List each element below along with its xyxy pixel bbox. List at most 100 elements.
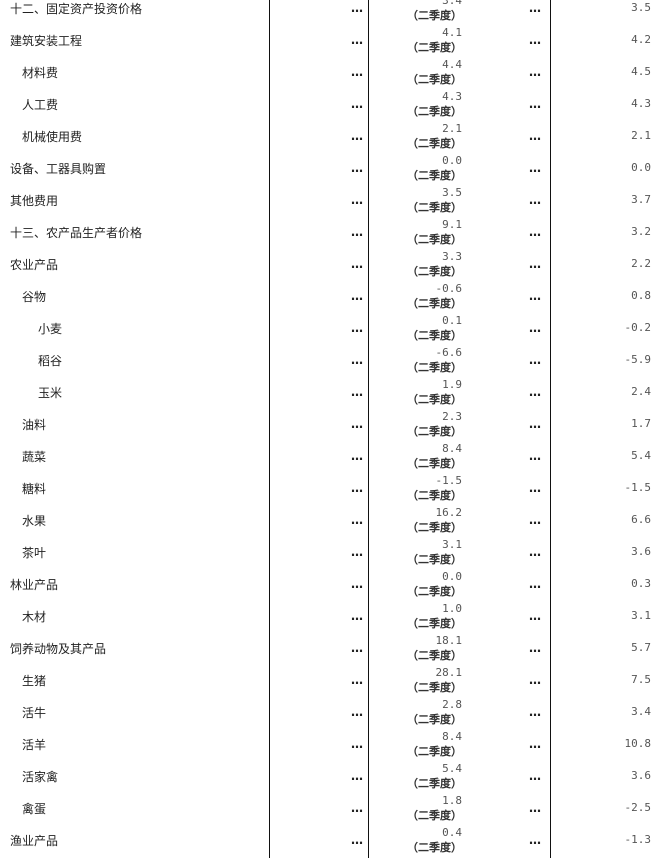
column-divider <box>550 0 551 858</box>
value-cell: 2.2 <box>631 257 651 270</box>
ellipsis-cell: … <box>529 97 541 111</box>
value-cell: 4.3 <box>631 97 651 110</box>
table-row: 活牛 … 2.8 （二季度） … 3.4 <box>0 697 662 729</box>
ellipsis-cell: … <box>351 385 363 399</box>
quarter-note: （二季度） <box>407 297 462 310</box>
table-row: 其他费用 … 3.5 （二季度） … 3.7 <box>0 185 662 217</box>
ellipsis-cell: … <box>529 257 541 271</box>
quarter-note: （二季度） <box>407 233 462 246</box>
quarter-note: （二季度） <box>407 105 462 118</box>
ellipsis-cell: … <box>351 33 363 47</box>
ellipsis-cell: … <box>529 193 541 207</box>
quarter-value: 2.3 <box>442 410 462 423</box>
ellipsis-cell: … <box>529 673 541 687</box>
quarter-note: （二季度） <box>407 713 462 726</box>
value-cell: -1.3 <box>624 833 652 846</box>
row-label: 活羊 <box>22 738 47 752</box>
ellipsis-cell: … <box>529 289 541 303</box>
quarter-note: （二季度） <box>407 425 462 438</box>
ellipsis-cell: … <box>351 65 363 79</box>
column-divider <box>269 0 270 858</box>
quarter-value: 3.3 <box>442 250 462 263</box>
ellipsis-cell: … <box>529 577 541 591</box>
ellipsis-cell: … <box>351 545 363 559</box>
quarter-value: 1.0 <box>442 602 462 615</box>
ellipsis-cell: … <box>529 481 541 495</box>
ellipsis-cell: … <box>529 33 541 47</box>
quarter-note: （二季度） <box>407 329 462 342</box>
column-divider <box>368 0 369 858</box>
value-cell: -2.5 <box>624 801 652 814</box>
quarter-value: 4.3 <box>442 90 462 103</box>
value-cell: 6.6 <box>631 513 651 526</box>
quarter-value: 4.4 <box>442 58 462 71</box>
quarter-value: -0.6 <box>435 282 463 295</box>
quarter-note: （二季度） <box>407 649 462 662</box>
ellipsis-cell: … <box>529 161 541 175</box>
ellipsis-cell: … <box>529 385 541 399</box>
table-row: 渔业产品 … 0.4 （二季度） … -1.3 <box>0 825 662 857</box>
ellipsis-cell: … <box>351 737 363 751</box>
row-label: 机械使用费 <box>22 130 83 144</box>
row-label: 稻谷 <box>38 354 63 368</box>
ellipsis-cell: … <box>351 97 363 111</box>
value-cell: 1.7 <box>631 417 651 430</box>
ellipsis-cell: … <box>529 225 541 239</box>
quarter-value: 0.4 <box>442 826 462 839</box>
ellipsis-cell: … <box>351 769 363 783</box>
row-label: 生猪 <box>22 674 47 688</box>
quarter-note: （二季度） <box>407 265 462 278</box>
ellipsis-cell: … <box>351 193 363 207</box>
value-cell: 3.1 <box>631 609 651 622</box>
ellipsis-cell: … <box>529 737 541 751</box>
row-label: 设备、工器具购置 <box>10 162 107 176</box>
quarter-value: 0.0 <box>442 154 462 167</box>
quarter-note: （二季度） <box>407 9 462 22</box>
row-label: 玉米 <box>38 386 63 400</box>
quarter-value: 3.1 <box>442 538 462 551</box>
ellipsis-cell: … <box>529 449 541 463</box>
ellipsis-cell: … <box>351 353 363 367</box>
quarter-value: 3.5 <box>442 186 462 199</box>
ellipsis-cell: … <box>351 449 363 463</box>
row-label: 十二、固定资产投资价格 <box>10 2 143 16</box>
ellipsis-cell: … <box>351 801 363 815</box>
ellipsis-cell: … <box>351 673 363 687</box>
table-row: 十三、农产品生产者价格 … 9.1 （二季度） … 3.2 <box>0 217 662 249</box>
table-row: 茶叶 … 3.1 （二季度） … 3.6 <box>0 537 662 569</box>
ellipsis-cell: … <box>351 161 363 175</box>
quarter-value: -6.6 <box>435 346 463 359</box>
row-label: 农业产品 <box>10 258 59 272</box>
quarter-note: （二季度） <box>407 201 462 214</box>
value-cell: 5.7 <box>631 641 651 654</box>
row-label: 水果 <box>22 514 47 528</box>
ellipsis-cell: … <box>351 1 363 15</box>
value-cell: 4.2 <box>631 33 651 46</box>
value-cell: 3.6 <box>631 545 651 558</box>
quarter-note: （二季度） <box>407 585 462 598</box>
value-cell: 3.4 <box>631 705 651 718</box>
ellipsis-cell: … <box>529 129 541 143</box>
ellipsis-cell: … <box>529 641 541 655</box>
table-row: 小麦 … 0.1 （二季度） … -0.2 <box>0 313 662 345</box>
row-label: 材料费 <box>22 66 59 80</box>
ellipsis-cell: … <box>529 321 541 335</box>
ellipsis-cell: … <box>351 641 363 655</box>
quarter-value: 1.9 <box>442 378 462 391</box>
ellipsis-cell: … <box>351 609 363 623</box>
row-label: 活家禽 <box>22 770 59 784</box>
value-cell: 3.7 <box>631 193 651 206</box>
table-row: 活家禽 … 5.4 （二季度） … 3.6 <box>0 761 662 793</box>
table-row: 设备、工器具购置 … 0.0 （二季度） … 0.0 <box>0 153 662 185</box>
ellipsis-cell: … <box>351 257 363 271</box>
table-row: 十二、固定资产投资价格 … 3.4 （二季度） … 3.5 <box>0 0 662 25</box>
ellipsis-cell: … <box>351 321 363 335</box>
ellipsis-cell: … <box>351 129 363 143</box>
value-cell: 2.4 <box>631 385 651 398</box>
table-row: 水果 … 16.2 （二季度） … 6.6 <box>0 505 662 537</box>
quarter-note: （二季度） <box>407 681 462 694</box>
quarter-value: 9.1 <box>442 218 462 231</box>
quarter-value: 4.1 <box>442 26 462 39</box>
row-label: 蔬菜 <box>22 450 47 464</box>
quarter-value: 8.4 <box>442 442 462 455</box>
